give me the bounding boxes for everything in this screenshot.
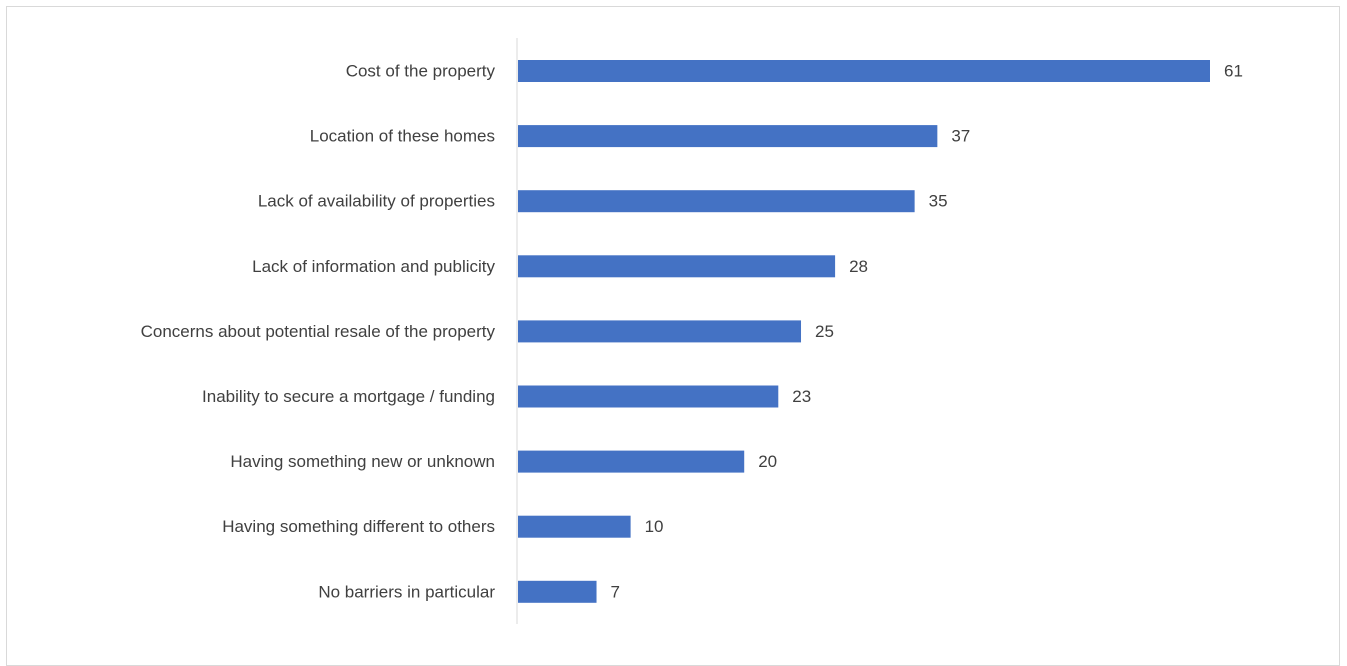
bar [518, 515, 631, 538]
data-label: 10 [645, 517, 664, 536]
bar [518, 190, 915, 213]
bar [518, 450, 745, 473]
data-label: 23 [792, 387, 811, 406]
bar [518, 580, 597, 603]
bars-group: Cost of the property 61 Location of these … [141, 60, 1243, 603]
data-label: 28 [849, 257, 868, 276]
data-label: 20 [758, 452, 777, 471]
category-label: Inability to secure a mortgage / funding [202, 387, 495, 406]
category-label: Having something different to others [222, 517, 495, 536]
category-label: Concerns about potential resale of the p… [141, 322, 496, 341]
data-label: 37 [951, 127, 970, 146]
category-label: Having something new or unknown [230, 452, 495, 471]
data-label: 35 [929, 192, 948, 211]
category-label: No barriers in particular [318, 582, 495, 601]
bar [518, 385, 779, 408]
bar [518, 125, 938, 148]
bar [518, 320, 802, 343]
data-label: 25 [815, 322, 834, 341]
data-label: 7 [611, 582, 620, 601]
category-label: Lack of information and publicity [252, 257, 495, 276]
category-label: Cost of the property [346, 62, 496, 81]
bar [518, 255, 836, 278]
data-label: 61 [1224, 62, 1243, 81]
bar-chart: Cost of the property 61 Location of these … [141, 38, 1243, 624]
category-label: Location of these homes [310, 127, 495, 146]
category-label: Lack of availability of properties [258, 192, 495, 211]
bar [518, 60, 1210, 82]
